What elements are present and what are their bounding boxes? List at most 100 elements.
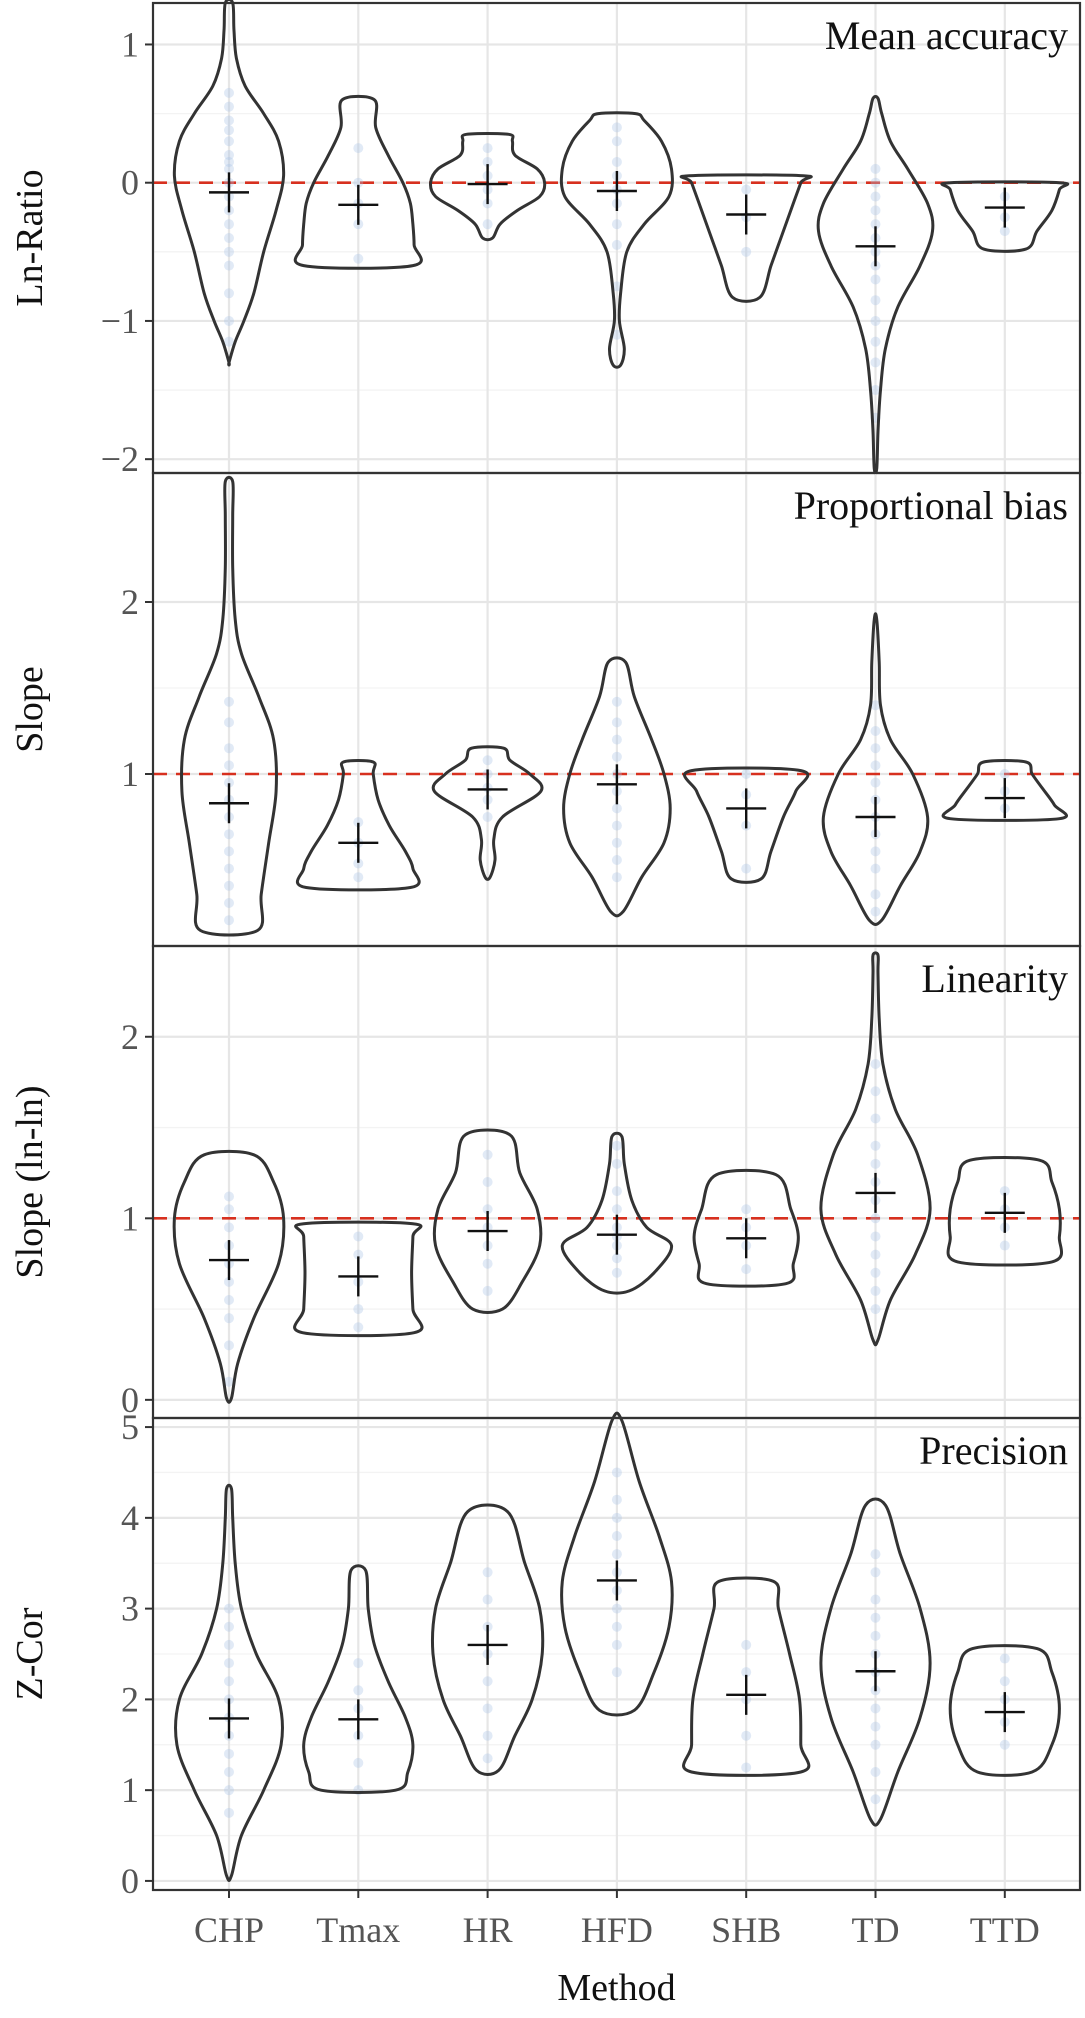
data-point — [224, 1748, 234, 1759]
data-point — [999, 226, 1010, 237]
data-point — [224, 115, 234, 126]
mean-marker — [855, 226, 896, 267]
data-point — [482, 143, 493, 154]
data-point — [611, 1140, 622, 1151]
x-tick-label: SHB — [711, 1910, 781, 1950]
data-point — [611, 820, 622, 831]
mean-marker — [209, 1240, 249, 1281]
violin-chp — [172, 1149, 286, 1404]
data-point — [870, 889, 881, 900]
x-tick-label: TTD — [970, 1910, 1040, 1950]
data-point — [224, 1376, 234, 1387]
data-point — [482, 1676, 493, 1687]
violin-shb — [692, 1168, 800, 1288]
data-point — [741, 184, 752, 195]
data-point — [224, 696, 234, 707]
panel-3: 0 1 2 Slope (ln-ln) Linearity — [9, 944, 1082, 1420]
data-point — [870, 726, 881, 736]
panel-title: Proportional bias — [794, 483, 1068, 528]
data-point — [482, 1204, 493, 1215]
data-point — [224, 1204, 234, 1215]
data-point — [611, 219, 622, 230]
mean-marker — [596, 171, 637, 211]
data-point — [870, 357, 881, 368]
data-point — [224, 1676, 234, 1687]
data-point — [224, 246, 234, 257]
data-point — [611, 1512, 622, 1523]
data-point — [870, 385, 881, 396]
mean-marker — [726, 1218, 767, 1259]
data-point — [224, 1785, 234, 1796]
data-point — [870, 777, 881, 788]
data-point — [224, 829, 234, 840]
panel-title: Precision — [919, 1428, 1068, 1473]
mean-marker — [209, 1698, 249, 1739]
data-point — [870, 177, 881, 188]
data-point — [611, 1621, 622, 1632]
data-point — [741, 1264, 752, 1275]
data-point — [870, 1549, 881, 1560]
data-point — [870, 743, 881, 754]
data-point — [353, 1249, 364, 1260]
data-point — [611, 1603, 622, 1614]
data-point — [870, 846, 881, 857]
data-point — [353, 872, 364, 883]
data-point — [999, 1676, 1010, 1687]
data-point — [224, 101, 234, 112]
data-point — [482, 755, 493, 766]
data-point — [224, 336, 234, 347]
mean-marker — [338, 1699, 379, 1740]
data-point — [224, 743, 234, 754]
data-point — [224, 1767, 234, 1777]
violin-td — [816, 94, 935, 476]
data-point — [224, 880, 234, 891]
data-point — [224, 777, 234, 788]
panels-layer: −2 −1 0 1 Ln-Ratio Mean accuracy 1 2 Slope Propor… — [9, 0, 1082, 1901]
data-point — [870, 1267, 881, 1278]
data-point — [611, 837, 622, 848]
data-point — [353, 1231, 364, 1242]
violin-hfd — [559, 111, 674, 369]
violin-hfd — [562, 656, 672, 918]
data-point — [353, 1757, 364, 1768]
data-point — [611, 1549, 622, 1560]
y-axis-title: Slope — [9, 666, 51, 753]
data-point — [224, 1222, 234, 1233]
y-tick-label: 2 — [121, 582, 139, 622]
data-point — [870, 1794, 881, 1805]
data-point — [224, 1639, 234, 1650]
data-point — [999, 1186, 1010, 1197]
data-point — [870, 1612, 881, 1623]
panel-4: 0 1 2 3 4 5 Z-Cor Precision — [9, 1407, 1082, 1901]
data-point — [870, 219, 881, 230]
data-point — [741, 769, 752, 779]
data-point — [224, 315, 234, 326]
data-point — [741, 1730, 752, 1741]
panel-title: Linearity — [921, 956, 1068, 1001]
violin-ttd — [948, 1644, 1061, 1777]
data-point — [870, 1059, 881, 1069]
data-point — [870, 760, 881, 771]
y-tick-label: −1 — [101, 301, 139, 341]
x-tick-label: HFD — [581, 1910, 653, 1950]
violin-hr — [431, 745, 544, 881]
data-point — [224, 1191, 234, 1202]
mean-marker — [209, 172, 249, 213]
data-point — [611, 329, 622, 340]
data-point — [870, 295, 881, 306]
y-tick-label: 2 — [121, 1017, 139, 1057]
data-point — [611, 872, 622, 883]
data-point — [870, 863, 881, 874]
data-point — [999, 1653, 1010, 1664]
violin-hfd — [560, 1411, 674, 1717]
violin-td — [819, 1497, 932, 1827]
data-point — [224, 1313, 234, 1324]
y-tick-label: 0 — [121, 1380, 139, 1420]
violin-tmax — [293, 1220, 424, 1338]
data-point — [870, 1721, 881, 1732]
data-point — [611, 1186, 622, 1197]
y-tick-label: 1 — [121, 24, 139, 64]
data-point — [611, 734, 622, 745]
data-point — [224, 915, 234, 926]
y-tick-label: 1 — [121, 1198, 139, 1238]
